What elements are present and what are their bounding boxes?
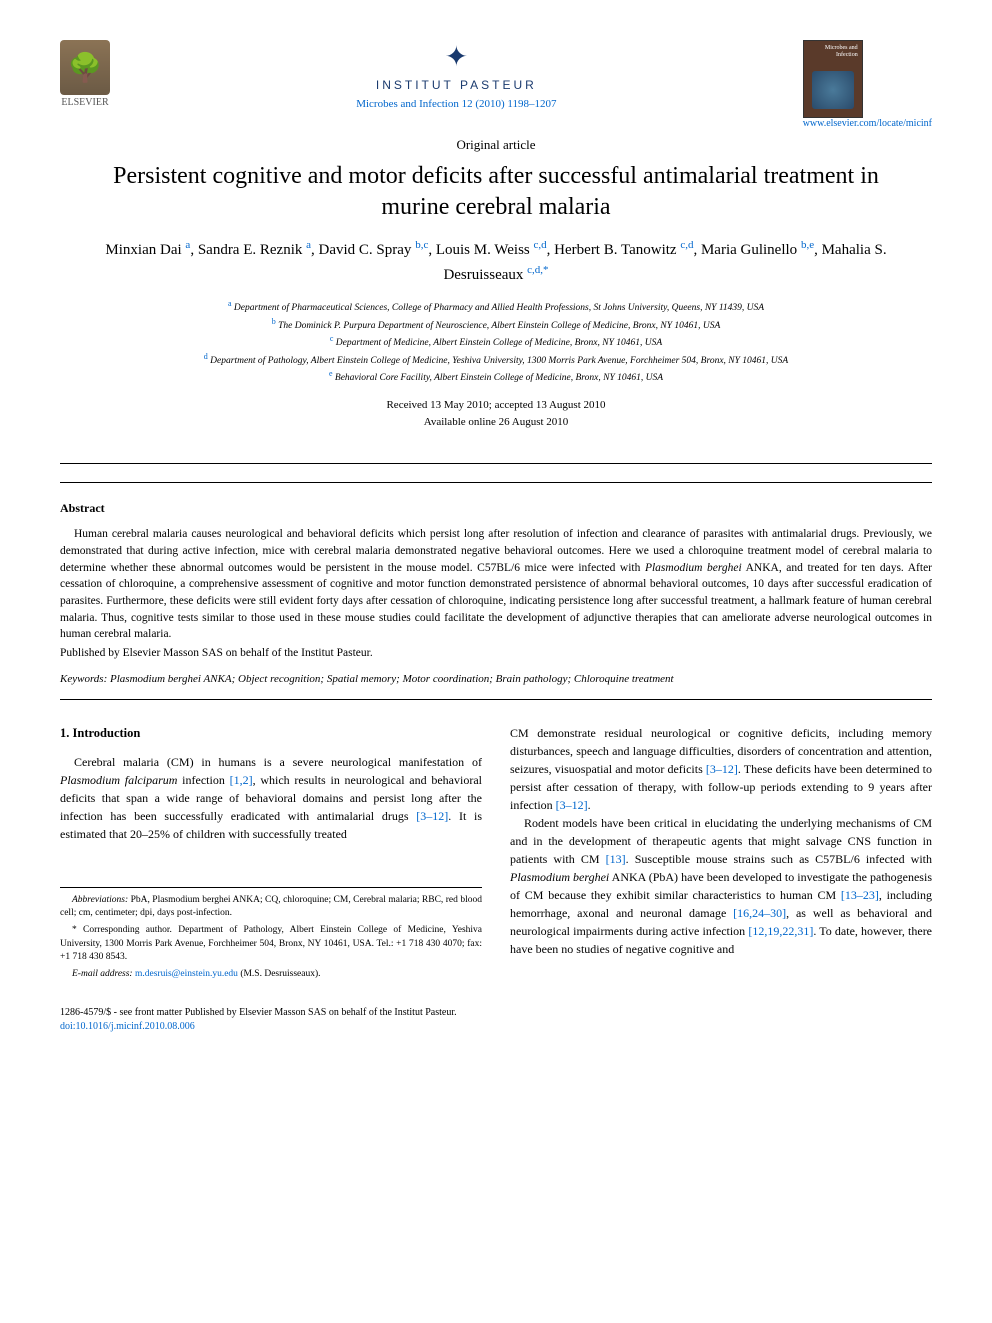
journal-cover-wrapper: Microbes and Infection www.elsevier.com/…	[803, 40, 932, 129]
header-top-row: ELSEVIER ✦ INSTITUT PASTEUR Microbes and…	[60, 40, 932, 129]
author-list: Minxian Dai a, Sandra E. Reznik a, David…	[60, 237, 932, 286]
keywords-label: Keywords:	[60, 673, 107, 685]
page-container: ELSEVIER ✦ INSTITUT PASTEUR Microbes and…	[0, 0, 992, 1074]
received-date: Received 13 May 2010; accepted 13 August…	[60, 397, 932, 414]
footnotes: Abbreviations: PbA, Plasmodium berghei A…	[60, 887, 482, 982]
corresponding-author-footnote: * Corresponding author. Department of Pa…	[60, 924, 482, 964]
article-dates: Received 13 May 2010; accepted 13 August…	[60, 397, 932, 430]
abstract-copyright: Published by Elsevier Masson SAS on beha…	[60, 647, 932, 659]
abstract-text: Human cerebral malaria causes neurologic…	[60, 526, 932, 643]
intro-paragraph-1: Cerebral malaria (CM) in humans is a sev…	[60, 753, 482, 843]
available-date: Available online 26 August 2010	[60, 414, 932, 431]
corresp-text: Corresponding author. Department of Path…	[60, 925, 482, 962]
journal-cover-title: Microbes and Infection	[804, 45, 858, 58]
email-label: E-mail address:	[72, 969, 133, 979]
body-two-column: 1. Introduction Cerebral malaria (CM) in…	[60, 724, 932, 986]
email-address[interactable]: m.desruis@einstein.yu.edu	[133, 969, 238, 979]
journal-url[interactable]: www.elsevier.com/locate/micinf	[803, 118, 932, 129]
abstract-section: Abstract Human cerebral malaria causes n…	[60, 482, 932, 700]
email-suffix: (M.S. Desruisseaux).	[238, 969, 321, 979]
email-footnote: E-mail address: m.desruis@einstein.yu.ed…	[60, 968, 482, 981]
intro-paragraph-2: CM demonstrate residual neurological or …	[510, 724, 932, 814]
pasteur-icon: ✦	[110, 40, 803, 74]
journal-cover: Microbes and Infection	[803, 40, 863, 118]
abstract-heading: Abstract	[60, 501, 932, 516]
doi-link[interactable]: doi:10.1016/j.micinf.2010.08.006	[60, 1020, 932, 1034]
affiliation-c: c Department of Medicine, Albert Einstei…	[60, 333, 932, 350]
page-footer: 1286-4579/$ - see front matter Published…	[60, 1006, 932, 1034]
affiliation-e: e Behavioral Core Facility, Albert Einst…	[60, 368, 932, 385]
article-type: Original article	[60, 137, 932, 153]
corresp-marker: *	[72, 925, 83, 935]
pasteur-logo: ✦ INSTITUT PASTEUR Microbes and Infectio…	[110, 40, 803, 116]
affiliation-a: a Department of Pharmaceutical Sciences,…	[60, 298, 932, 315]
abbrev-label: Abbreviations:	[72, 895, 128, 905]
affiliation-b: b The Dominick P. Purpura Department of …	[60, 316, 932, 333]
keywords-text: Plasmodium berghei ANKA; Object recognit…	[107, 673, 673, 685]
abbreviations-footnote: Abbreviations: PbA, Plasmodium berghei A…	[60, 894, 482, 921]
left-column: 1. Introduction Cerebral malaria (CM) in…	[60, 724, 482, 986]
right-column: CM demonstrate residual neurological or …	[510, 724, 932, 986]
pasteur-label: INSTITUT PASTEUR	[110, 78, 803, 92]
header-section: ELSEVIER ✦ INSTITUT PASTEUR Microbes and…	[60, 40, 932, 464]
intro-paragraph-3: Rodent models have been critical in eluc…	[510, 814, 932, 958]
elsevier-logo: ELSEVIER	[60, 40, 110, 108]
footer-copyright: 1286-4579/$ - see front matter Published…	[60, 1006, 932, 1020]
keywords: Keywords: Plasmodium berghei ANKA; Objec…	[60, 673, 932, 685]
affiliations: a Department of Pharmaceutical Sciences,…	[60, 298, 932, 385]
article-title: Persistent cognitive and motor deficits …	[60, 161, 932, 223]
journal-cover-image	[812, 71, 854, 109]
elsevier-tree-icon	[60, 40, 110, 95]
journal-citation: Microbes and Infection 12 (2010) 1198–12…	[110, 98, 803, 110]
introduction-heading: 1. Introduction	[60, 724, 482, 743]
elsevier-label: ELSEVIER	[61, 97, 108, 108]
affiliation-d: d Department of Pathology, Albert Einste…	[60, 351, 932, 368]
